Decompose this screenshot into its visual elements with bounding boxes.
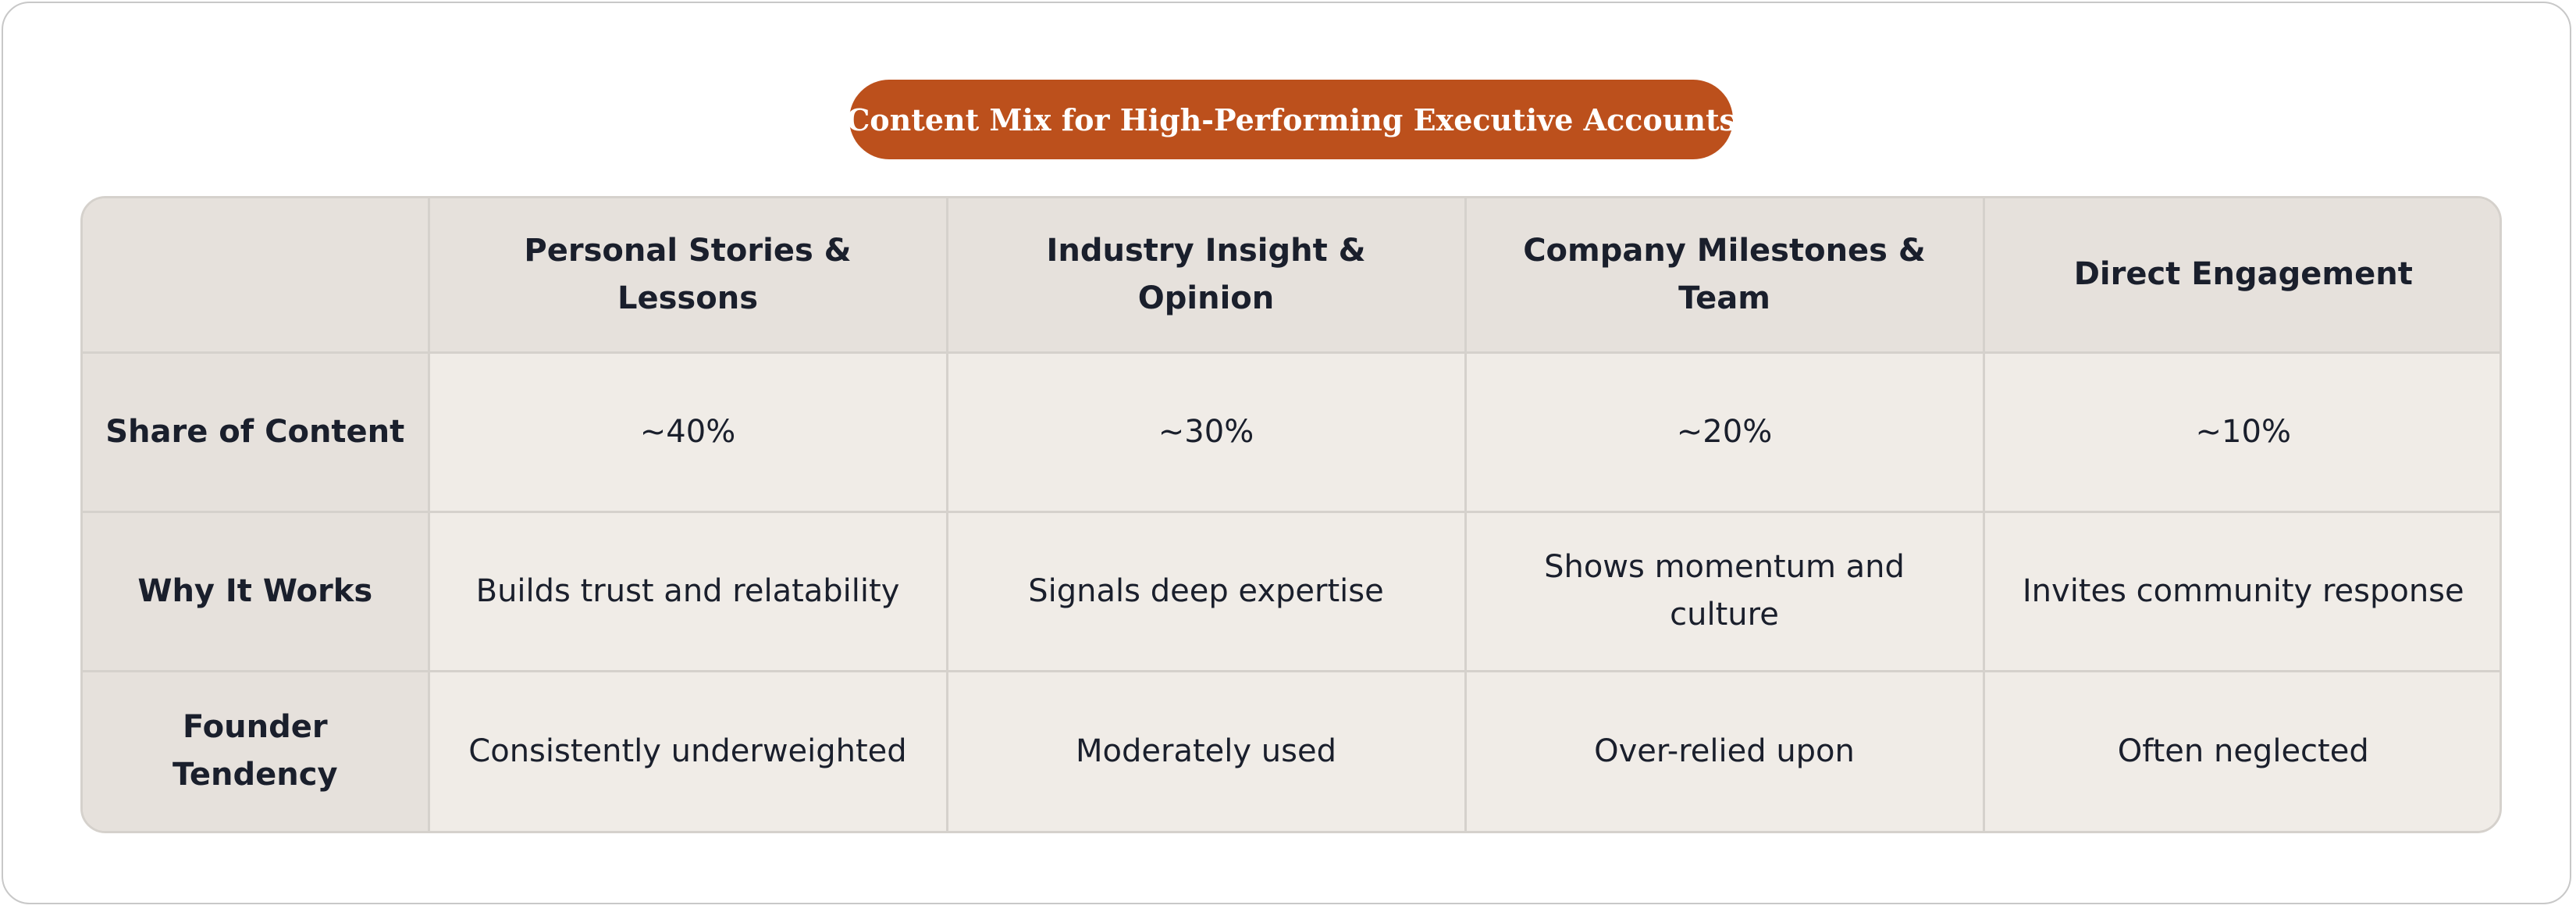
column-header-industry-insight: Industry Insight & Opinion: [945, 198, 1467, 354]
content-mix-table: Personal Stories & Lessons Industry Insi…: [80, 196, 2502, 833]
table-cell: ~30%: [945, 351, 1467, 513]
table-cell: ~20%: [1464, 351, 1985, 513]
column-header-direct-engagement: Direct Engagement: [1982, 198, 2500, 354]
table-row-founder: Founder Tendency Consistently underweigh…: [83, 669, 2500, 831]
table-cell: ~10%: [1982, 351, 2500, 513]
page-title: Content Mix for High-Performing Executiv…: [846, 80, 1736, 159]
table-row-why: Why It Works Builds trust and relatabili…: [83, 510, 2500, 672]
table-cell: Shows momentum and culture: [1464, 510, 1985, 672]
comparison-table: Personal Stories & Lessons Industry Insi…: [83, 198, 2500, 831]
table-cell: Over-relied upon: [1464, 669, 1985, 831]
row-header-founder-tendency: Founder Tendency: [83, 669, 430, 831]
table-cell: Often neglected: [1982, 669, 2500, 831]
header-row: Personal Stories & Lessons Industry Insi…: [83, 198, 2500, 354]
table-row-share: Share of Content ~40% ~30% ~20% ~10%: [83, 351, 2500, 513]
row-header-why-it-works: Why It Works: [83, 510, 430, 672]
table-cell: Moderately used: [945, 669, 1467, 831]
column-header-personal-stories: Personal Stories & Lessons: [427, 198, 948, 354]
column-header-company-milestones: Company Milestones & Team: [1464, 198, 1985, 354]
corner-cell: [83, 198, 430, 354]
table-cell: Consistently underweighted: [427, 669, 948, 831]
table-cell: Builds trust and relatability: [427, 510, 948, 672]
table-cell: Signals deep expertise: [945, 510, 1467, 672]
table-cell: Invites community response: [1982, 510, 2500, 672]
row-header-share-of-content: Share of Content: [83, 351, 430, 513]
table-cell: ~40%: [427, 351, 948, 513]
